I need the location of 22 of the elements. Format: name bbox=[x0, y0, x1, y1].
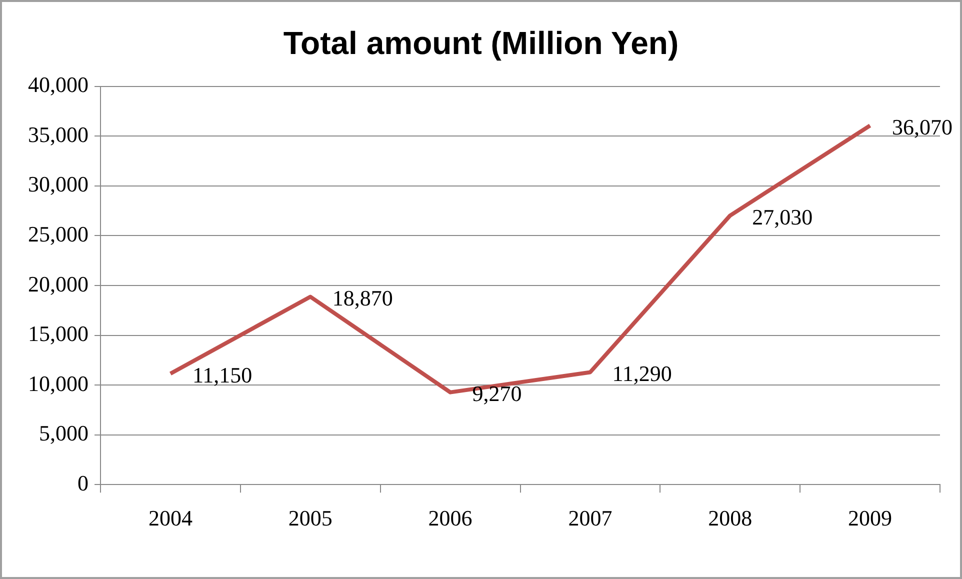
x-tick-label: 2004 bbox=[148, 506, 192, 531]
y-tick-label: 0 bbox=[78, 470, 88, 496]
y-tick-label: 15,000 bbox=[28, 321, 88, 346]
x-tick-label: 2007 bbox=[568, 506, 612, 531]
y-tick-label: 10,000 bbox=[28, 370, 88, 396]
x-tick-label: 2006 bbox=[428, 506, 472, 531]
y-tick-label: 20,000 bbox=[28, 271, 88, 296]
y-tick-label: 25,000 bbox=[28, 222, 88, 247]
chart-title: Total amount (Million Yen) bbox=[283, 25, 679, 62]
x-tick-label: 2005 bbox=[288, 506, 332, 531]
data-label: 11,290 bbox=[612, 360, 672, 386]
x-tick-label: 2008 bbox=[708, 506, 752, 531]
data-label: 18,870 bbox=[332, 286, 393, 311]
y-tick-label: 5,000 bbox=[39, 420, 88, 446]
y-tick-label: 35,000 bbox=[28, 122, 88, 147]
x-tick-label: 2009 bbox=[848, 506, 892, 531]
data-label: 11,150 bbox=[192, 362, 252, 388]
y-tick-label: 40,000 bbox=[28, 72, 88, 98]
data-label: 9,270 bbox=[472, 381, 522, 406]
data-label: 27,030 bbox=[752, 204, 813, 230]
data-label: 36,070 bbox=[892, 114, 953, 140]
y-tick-label: 30,000 bbox=[28, 172, 88, 197]
